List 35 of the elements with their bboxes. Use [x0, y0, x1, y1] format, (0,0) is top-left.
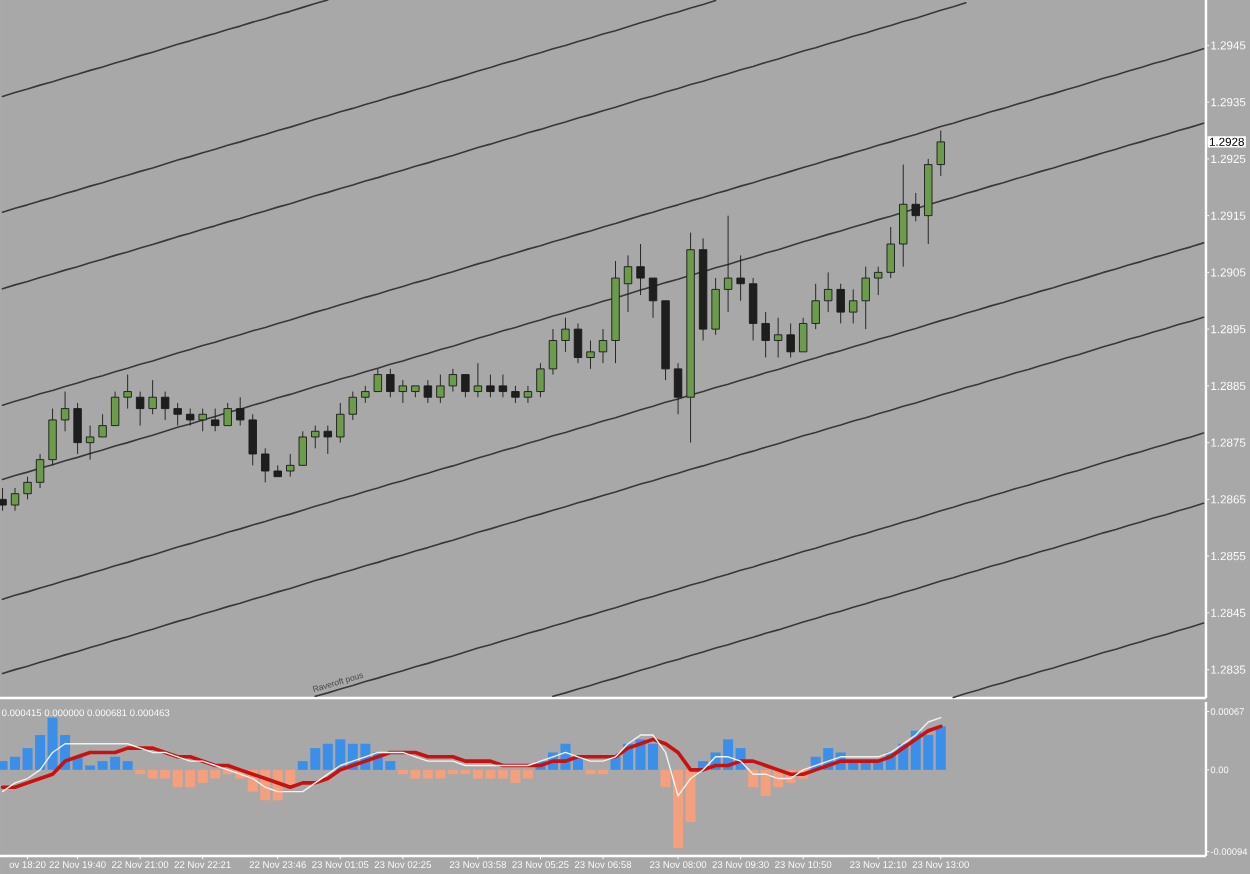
line-series: [552, 502, 1205, 698]
candlestick: [711, 277, 720, 336]
candlestick: [10, 487, 20, 512]
candlestick: [85, 425, 95, 461]
candlestick: [573, 323, 583, 364]
candlestick: [498, 374, 508, 398]
candlestick: [586, 340, 595, 370]
line-series: [1, 242, 1205, 601]
candlestick: [536, 362, 545, 398]
candlestick: [611, 260, 620, 364]
candlestick: [523, 385, 533, 404]
line-series: [1, 0, 717, 214]
candlestick: [48, 408, 57, 466]
line-series: [952, 622, 1205, 699]
candlestick: [35, 453, 45, 489]
candlestick: [73, 402, 82, 455]
line-series: [1, 48, 1205, 406]
candlestick: [486, 374, 495, 398]
candlestick: [686, 232, 695, 444]
candlestick: [673, 362, 683, 415]
candlestick: [561, 317, 570, 353]
candlestick: [60, 391, 70, 432]
line-series: [314, 432, 1205, 698]
candlestick: [23, 476, 32, 500]
candlestick: [511, 385, 520, 404]
candlestick: [636, 243, 645, 296]
line-series: [1, 2, 967, 290]
candlestick: [0, 487, 7, 512]
candlestick: [548, 328, 558, 375]
line-series: [1, 316, 1205, 675]
candlestick: [698, 237, 708, 341]
line-series: [1, 0, 329, 98]
candlestick: [598, 328, 608, 364]
line-series: [1, 122, 1205, 481]
candlestick: [623, 254, 633, 313]
